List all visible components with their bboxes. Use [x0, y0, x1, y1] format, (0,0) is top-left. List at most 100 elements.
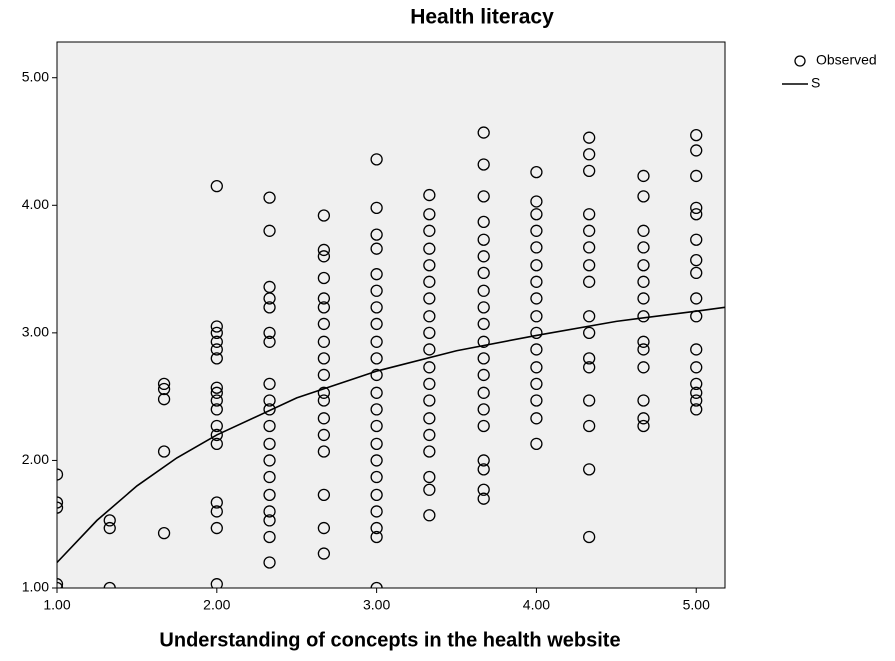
legend-label: Observed — [816, 52, 877, 68]
x-tick-label: 5.00 — [683, 597, 710, 613]
observed-point — [317, 243, 331, 257]
observed-point — [637, 292, 650, 305]
observed-point — [530, 208, 543, 221]
observed-point — [103, 514, 116, 527]
observed-point — [103, 581, 116, 588]
observed-point — [370, 386, 383, 399]
observed-point — [477, 335, 490, 348]
observed-point — [370, 581, 383, 588]
observed-point — [210, 394, 223, 407]
observed-point — [530, 437, 543, 450]
observed-point — [637, 394, 650, 407]
observed-point — [530, 343, 543, 356]
fit-line — [57, 306, 725, 564]
observed-point — [317, 394, 331, 407]
observed-point — [477, 352, 490, 365]
observed-point — [477, 301, 490, 314]
observed-point — [690, 394, 703, 407]
observed-point — [263, 505, 276, 518]
observed-point — [637, 412, 650, 425]
observed-point — [637, 259, 650, 272]
observed-point — [317, 250, 331, 263]
observed-point — [583, 310, 596, 323]
observed-point — [690, 128, 703, 142]
observed-point — [263, 514, 276, 527]
observed-point — [583, 148, 596, 161]
plot-area — [56, 41, 726, 589]
observed-point — [477, 233, 490, 246]
observed-point — [370, 352, 383, 365]
observed-point — [530, 310, 543, 323]
observed-point — [423, 343, 436, 356]
observed-point — [370, 153, 383, 166]
observed-point — [57, 501, 64, 514]
observed-point — [210, 403, 223, 416]
x-tick-label: 1.00 — [43, 597, 70, 613]
observed-point — [530, 259, 543, 272]
observed-point — [317, 412, 331, 425]
observed-point — [583, 394, 596, 407]
observed-point — [370, 268, 383, 281]
observed-point — [370, 530, 383, 544]
observed-point — [583, 164, 596, 177]
observed-point — [263, 326, 276, 340]
observed-point — [690, 266, 703, 280]
observed-point — [423, 428, 436, 442]
observed-point — [263, 470, 276, 484]
observed-point — [157, 382, 171, 396]
legend-marker — [794, 55, 806, 67]
chart-title: Health literacy — [410, 6, 554, 29]
observed-point — [477, 284, 490, 297]
observed-point — [530, 241, 543, 254]
observed-point — [210, 352, 223, 365]
observed-point — [530, 195, 543, 208]
observed-point — [477, 250, 490, 263]
observed-point — [57, 468, 64, 481]
x-tick-label: 3.00 — [363, 597, 390, 613]
observed-point — [477, 492, 490, 505]
observed-point — [370, 470, 383, 484]
observed-point — [690, 377, 703, 391]
observed-point — [690, 386, 703, 399]
observed-point — [583, 463, 596, 476]
observed-point — [477, 126, 490, 139]
observed-point — [477, 483, 490, 496]
observed-point — [370, 403, 383, 416]
observed-point — [210, 496, 223, 509]
observed-point — [263, 301, 276, 314]
observed-point — [583, 208, 596, 221]
observed-point — [317, 428, 331, 442]
observed-point — [210, 521, 223, 535]
observed-point — [57, 578, 64, 588]
plot-content — [57, 126, 725, 588]
observed-point — [583, 241, 596, 254]
observed-point — [530, 377, 543, 391]
observed-point — [583, 224, 596, 237]
observed-point — [583, 530, 596, 544]
observed-point — [103, 521, 116, 535]
observed-point — [210, 320, 223, 333]
observed-point — [583, 275, 596, 288]
observed-point — [477, 419, 490, 433]
observed-point — [690, 361, 703, 374]
y-tick-label: 3.00 — [22, 324, 49, 340]
observed-point — [583, 326, 596, 340]
observed-point — [317, 292, 331, 305]
observed-point — [263, 437, 276, 450]
observed-point — [210, 419, 223, 433]
observed-point — [370, 437, 383, 450]
observed-point — [370, 242, 383, 255]
observed-point — [423, 208, 436, 221]
observed-point — [263, 530, 276, 544]
observed-point — [317, 386, 331, 399]
observed-point — [477, 386, 490, 399]
observed-point — [423, 470, 436, 484]
observed-point — [690, 253, 703, 267]
observed-point — [637, 343, 650, 356]
observed-point — [690, 403, 703, 416]
observed-point — [317, 352, 331, 365]
observed-point — [263, 191, 276, 204]
observed-point — [690, 201, 703, 214]
observed-point — [263, 394, 276, 407]
x-axis-label: Understanding of concepts in the health … — [159, 629, 620, 651]
